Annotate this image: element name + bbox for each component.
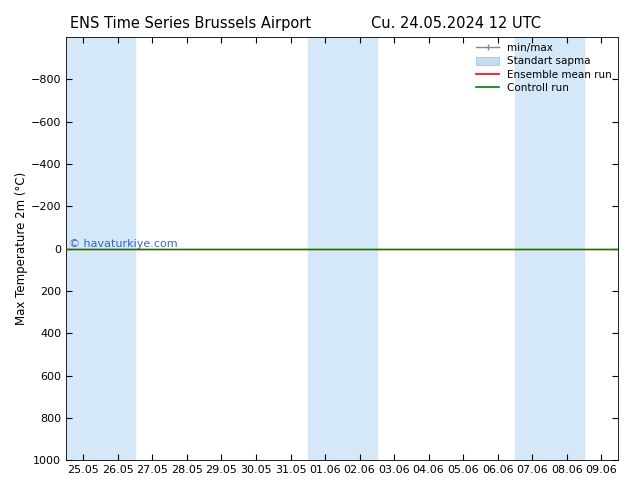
Bar bbox=[66, 37, 135, 460]
Legend: min/max, Standart sapma, Ensemble mean run, Controll run: min/max, Standart sapma, Ensemble mean r… bbox=[472, 39, 616, 97]
Text: © havaturkiye.com: © havaturkiye.com bbox=[69, 239, 178, 248]
Bar bbox=[307, 37, 377, 460]
Y-axis label: Max Temperature 2m (°C): Max Temperature 2m (°C) bbox=[15, 172, 28, 325]
Text: ENS Time Series Brussels Airport: ENS Time Series Brussels Airport bbox=[70, 16, 311, 31]
Text: Cu. 24.05.2024 12 UTC: Cu. 24.05.2024 12 UTC bbox=[372, 16, 541, 31]
Bar bbox=[515, 37, 584, 460]
